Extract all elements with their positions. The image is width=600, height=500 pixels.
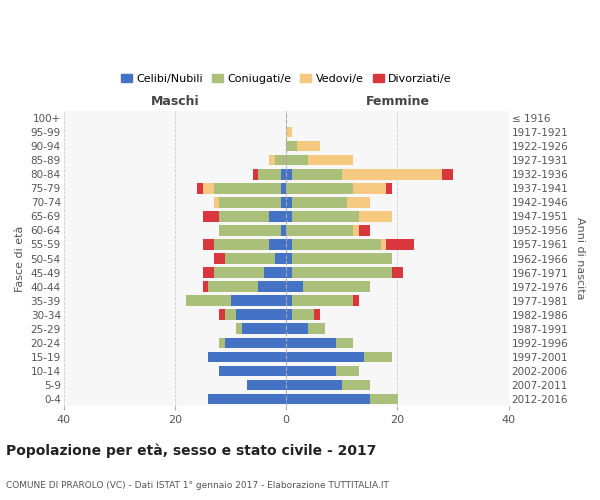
Bar [286,197,292,207]
Bar [392,268,403,278]
Bar [336,366,359,376]
Bar [286,253,292,264]
Bar [381,239,386,250]
Bar [203,183,214,194]
Bar [342,169,442,179]
Bar [220,366,286,376]
Bar [203,239,214,250]
Legend: Celibi/Nubili, Coniugati/e, Vedovi/e, Divorziati/e: Celibi/Nubili, Coniugati/e, Vedovi/e, Di… [116,70,456,88]
Bar [353,296,359,306]
Bar [220,211,269,222]
Bar [286,268,292,278]
Bar [275,253,286,264]
Bar [286,239,292,250]
Y-axis label: Anni di nascita: Anni di nascita [575,218,585,300]
Bar [353,225,359,235]
Bar [308,324,325,334]
Bar [370,394,398,404]
Bar [203,268,214,278]
Bar [286,282,303,292]
Bar [203,282,208,292]
Text: Femmine: Femmine [365,95,430,108]
Bar [269,155,275,166]
Y-axis label: Fasce di età: Fasce di età [15,226,25,292]
Bar [442,169,453,179]
Text: COMUNE DI PRAROLO (VC) - Dati ISTAT 1° gennaio 2017 - Elaborazione TUTTITALIA.IT: COMUNE DI PRAROLO (VC) - Dati ISTAT 1° g… [6,480,389,490]
Bar [292,239,381,250]
Bar [298,141,320,152]
Bar [342,380,370,390]
Bar [220,197,281,207]
Bar [286,352,364,362]
Bar [259,282,286,292]
Bar [269,239,286,250]
Bar [259,169,281,179]
Bar [236,324,242,334]
Bar [286,127,292,138]
Bar [230,296,286,306]
Bar [347,197,370,207]
Bar [214,197,220,207]
Bar [303,282,370,292]
Bar [286,183,353,194]
Bar [236,310,286,320]
Bar [336,338,353,348]
Bar [286,380,342,390]
Bar [386,239,414,250]
Bar [281,169,286,179]
Bar [242,324,286,334]
Bar [186,296,230,306]
Bar [292,253,392,264]
Bar [197,183,203,194]
Bar [292,310,314,320]
Bar [275,155,286,166]
Bar [281,183,286,194]
Bar [292,169,342,179]
Bar [292,296,353,306]
Bar [286,211,292,222]
Bar [264,268,286,278]
Bar [225,310,236,320]
Bar [314,310,320,320]
Bar [286,141,298,152]
Bar [292,197,347,207]
Bar [359,211,392,222]
Text: Maschi: Maschi [151,95,199,108]
Bar [214,183,281,194]
Bar [225,253,275,264]
Bar [214,239,269,250]
Bar [208,394,286,404]
Bar [247,380,286,390]
Bar [220,310,225,320]
Bar [286,169,292,179]
Bar [286,155,308,166]
Bar [286,394,370,404]
Bar [286,225,353,235]
Bar [286,296,292,306]
Bar [203,211,220,222]
Bar [225,338,286,348]
Bar [281,197,286,207]
Bar [269,211,286,222]
Bar [253,169,259,179]
Bar [214,268,264,278]
Bar [353,183,386,194]
Bar [286,310,292,320]
Bar [286,366,336,376]
Text: Popolazione per età, sesso e stato civile - 2017: Popolazione per età, sesso e stato civil… [6,444,376,458]
Bar [364,352,392,362]
Bar [308,155,353,166]
Bar [359,225,370,235]
Bar [220,225,281,235]
Bar [214,253,225,264]
Bar [286,338,336,348]
Bar [208,352,286,362]
Bar [220,338,225,348]
Bar [286,324,308,334]
Bar [292,211,359,222]
Bar [386,183,392,194]
Bar [208,282,259,292]
Bar [281,225,286,235]
Bar [292,268,392,278]
